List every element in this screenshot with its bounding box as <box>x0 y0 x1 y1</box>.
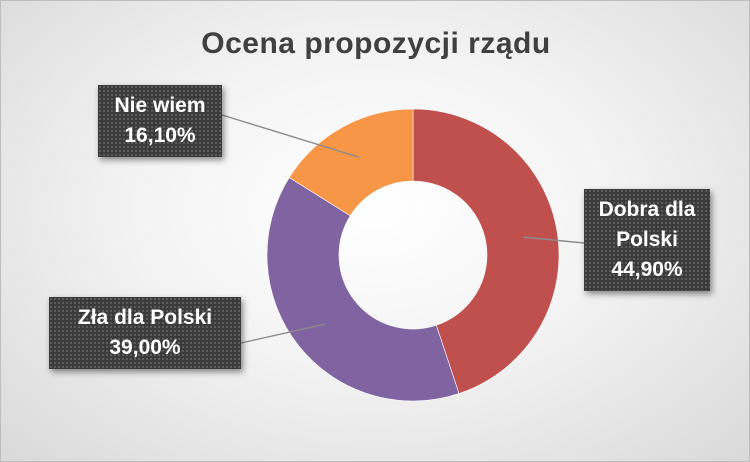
slice-value-label: 44,90% <box>611 258 683 281</box>
data-label-dobra-dla-polski: Dobra dla Polski 44,90% <box>584 189 710 291</box>
slice-label-line: Dobra dla <box>598 198 696 221</box>
data-label-zla-dla-polski: Zła dla Polski 39,00% <box>49 297 241 369</box>
slice-value-label: 16,10% <box>124 124 196 147</box>
leader-line <box>240 323 326 344</box>
leader-line <box>523 236 585 244</box>
data-label-nie-wiem: Nie wiem 16,10% <box>98 85 222 157</box>
doughnut-slice <box>266 177 460 402</box>
chart-title: Ocena propozycji rządu <box>201 27 551 60</box>
slice-label-line: Nie wiem <box>114 94 206 117</box>
doughnut-slice <box>288 108 414 217</box>
leader-line <box>221 114 359 158</box>
slice-label-line: Zła dla Polski <box>77 306 213 329</box>
slice-label-line: Polski <box>616 228 678 251</box>
slice-value-label: 39,00% <box>109 336 181 359</box>
doughnut-slice <box>412 108 560 394</box>
